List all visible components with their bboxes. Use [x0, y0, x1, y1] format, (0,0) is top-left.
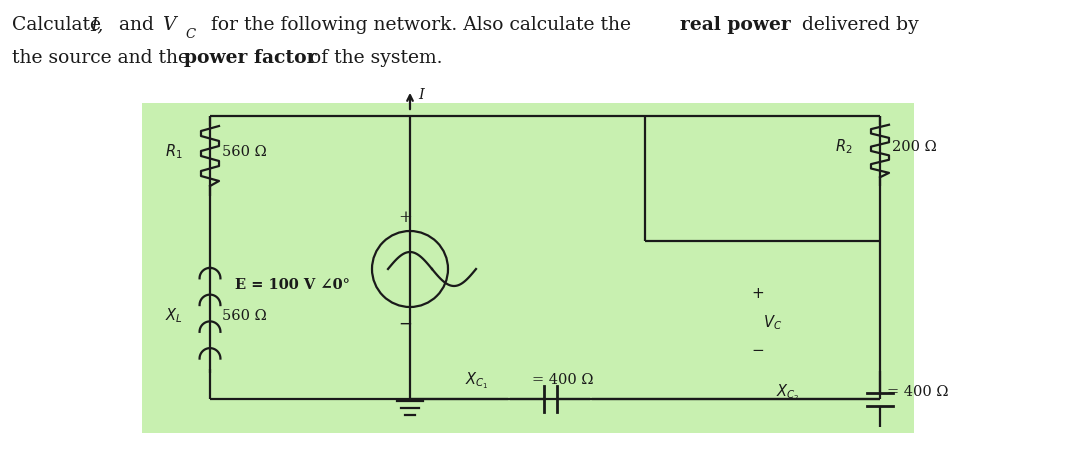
Text: I: I: [418, 88, 423, 102]
Text: 560 Ω: 560 Ω: [222, 145, 267, 159]
Text: V: V: [162, 16, 175, 34]
Text: +: +: [399, 209, 411, 226]
Text: $R_2$: $R_2$: [836, 138, 853, 156]
Text: +: +: [751, 285, 764, 300]
Text: C: C: [185, 28, 195, 41]
Text: Calculate: Calculate: [12, 16, 107, 34]
Text: the source and the: the source and the: [12, 49, 195, 67]
Text: E = 100 V ∠0°: E = 100 V ∠0°: [235, 277, 350, 291]
Text: $V_C$: $V_C$: [762, 313, 782, 331]
Text: −: −: [399, 314, 411, 332]
Text: −: −: [751, 343, 764, 358]
Text: 560 Ω: 560 Ω: [222, 308, 267, 322]
Text: 200 Ω: 200 Ω: [892, 140, 936, 154]
FancyBboxPatch shape: [141, 104, 914, 433]
Text: $X_{C_2}$: $X_{C_2}$: [777, 381, 800, 402]
Text: $X_L$: $X_L$: [165, 305, 183, 324]
Text: for the following network. Also calculate the: for the following network. Also calculat…: [205, 16, 637, 34]
Text: and: and: [113, 16, 160, 34]
Text: of the system.: of the system.: [303, 49, 443, 67]
Text: $R_1$: $R_1$: [165, 143, 183, 161]
Text: delivered by: delivered by: [796, 16, 919, 34]
Text: = 400 Ω: = 400 Ω: [532, 372, 594, 386]
Text: real power: real power: [680, 16, 791, 34]
Text: $X_{C_1}$: $X_{C_1}$: [465, 369, 488, 390]
Text: = 400 Ω: = 400 Ω: [887, 384, 948, 398]
Text: power factor: power factor: [184, 49, 316, 67]
Text: I,: I,: [90, 16, 104, 34]
